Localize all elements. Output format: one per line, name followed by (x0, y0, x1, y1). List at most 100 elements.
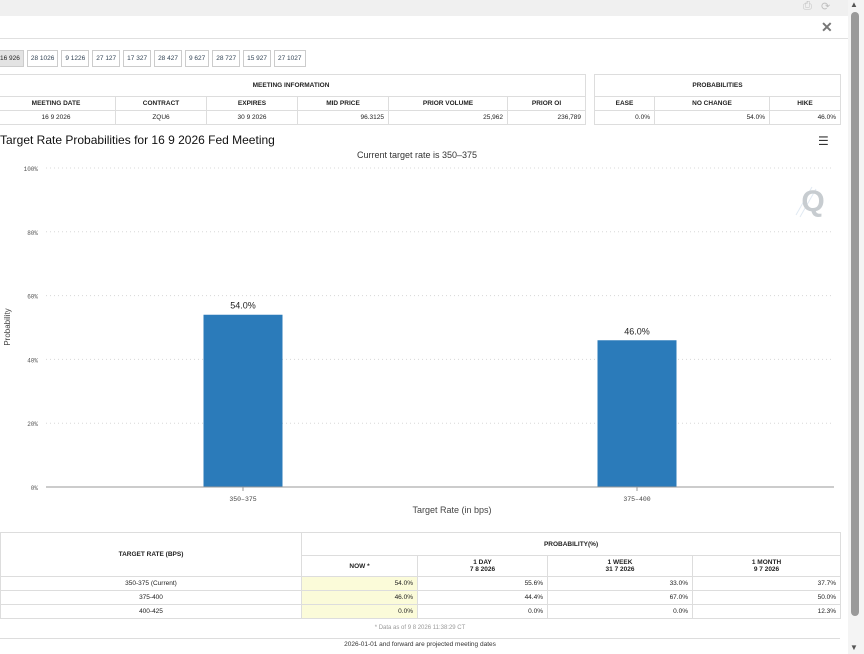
col-prior-oi: PRIOR OI (506, 96, 587, 111)
bar-chart: Current target rate is 350–375 0% 20% 40% 6… (3, 150, 834, 515)
col-1-month: 1 MONTH 9 7 2026 (691, 555, 842, 577)
tab-meeting[interactable]: 9 627 (184, 50, 210, 67)
top-toolbar (0, 0, 848, 16)
tab-meeting[interactable]: 28 427 (154, 50, 182, 67)
pdf-icon[interactable]: ⎙ (803, 0, 812, 12)
col-ease: EASE (594, 96, 655, 111)
meeting-info-table: MEETING INFORMATION MEETING DATE CONTRAC… (0, 74, 587, 125)
col-mid-price: MID PRICE (297, 96, 389, 111)
projected-dates-note: 2026-01-01 and forward are projected mee… (344, 641, 496, 648)
footer-divider (0, 638, 840, 639)
close-icon[interactable]: ✕ (821, 19, 833, 35)
scroll-down-arrow-icon[interactable]: ▼ (850, 643, 858, 652)
col-target-rate: TARGET RATE (BPS) (0, 532, 302, 577)
col-1-week-date: 31 7 2026 (605, 566, 635, 573)
tab-meeting[interactable]: 9 1226 (61, 50, 90, 67)
bar (597, 340, 677, 487)
data-label: 46.0% (624, 326, 650, 336)
col-expires: EXPIRES (206, 96, 298, 111)
y-tick-label: 20% (27, 421, 38, 428)
tab-meeting[interactable]: 17 327 (123, 50, 152, 67)
bar (203, 314, 283, 487)
contract-value: ZQU6 (115, 110, 207, 125)
col-1-day: 1 DAY 7 8 2026 (417, 555, 548, 577)
chart-panel (0, 127, 840, 527)
day-cell: 0.0% (417, 604, 548, 619)
col-contract: CONTRACT (115, 96, 207, 111)
y-axis-label: Probability (3, 308, 12, 345)
watermark-q-icon: Q (801, 185, 824, 218)
probability-history-table: TARGET RATE (BPS) PROBABILITY(%) NOW * 1… (0, 532, 842, 619)
tab-meeting[interactable]: 27 127 (92, 50, 121, 67)
rate-cell: 375-400 (0, 590, 302, 605)
col-now: NOW * (301, 555, 418, 577)
day-cell: 55.6% (417, 576, 548, 591)
probabilities-header: PROBABILITIES (594, 74, 841, 97)
header-divider (0, 38, 848, 39)
col-meeting-date: MEETING DATE (0, 96, 116, 111)
bars: 54.0% 46.0% (203, 301, 677, 487)
x-axis-label: Target Rate (in bps) (412, 505, 491, 515)
col-1-week-label: 1 WEEK (607, 559, 633, 566)
meeting-info-header: MEETING INFORMATION (0, 74, 587, 97)
y-tick-label: 80% (27, 230, 38, 237)
week-cell: 33.0% (547, 576, 693, 591)
data-timestamp-note: * Data as of 9 8 2026 11:38:29 CT (374, 625, 466, 631)
now-cell: 0.0% (301, 604, 418, 619)
rate-cell: 350-375 (Current) (0, 576, 302, 591)
x-tick-label: 350–375 (229, 496, 256, 503)
rate-cell: 400-425 (0, 604, 302, 619)
prior-volume-value: 25,962 (388, 110, 508, 125)
tab-meeting[interactable]: 28 1026 (26, 50, 59, 67)
chart-title: Target Rate Probabilities for 16 9 2026 … (0, 133, 275, 147)
tab-meeting[interactable]: 27 1027 (274, 50, 306, 67)
week-cell: 67.0% (547, 590, 693, 605)
no-change-value: 54.0% (654, 110, 770, 125)
x-tick-label: 375–400 (623, 496, 650, 503)
chart-subtitle: Current target rate is 350–375 (357, 150, 477, 160)
y-tick-label: 0% (31, 485, 39, 492)
month-cell: 50.0% (691, 590, 842, 605)
col-1-day-label: 1 DAY (473, 559, 492, 566)
y-tick-label: 40% (27, 357, 38, 364)
month-cell: 12.3% (691, 604, 842, 619)
col-prior-volume: PRIOR VOLUME (388, 96, 508, 111)
meeting-tabs: 16 926 28 1026 9 1226 27 127 17 327 28 4… (0, 50, 309, 67)
tab-meeting[interactable]: 16 926 (0, 50, 24, 67)
grid-lines (46, 167, 834, 424)
y-tick-label: 100% (24, 166, 39, 173)
refresh-icon[interactable]: ⟳ (821, 1, 831, 13)
col-no-change: NO CHANGE (654, 96, 770, 111)
col-1-week: 1 WEEK 31 7 2026 (547, 555, 693, 577)
expires-value: 30 9 2026 (206, 110, 298, 125)
scroll-up-arrow-icon[interactable]: ▲ (850, 0, 858, 9)
table-row: 400-425 0.0% 0.0% 0.0% 12.3% (0, 604, 842, 619)
month-cell: 37.7% (691, 576, 842, 591)
menu-icon[interactable]: ☰ (818, 134, 829, 148)
mid-price-value: 96.3125 (297, 110, 389, 125)
day-cell: 44.4% (417, 590, 548, 605)
data-label: 54.0% (230, 301, 256, 311)
col-1-day-date: 7 8 2026 (469, 566, 496, 573)
tab-meeting[interactable]: 15 927 (243, 50, 272, 67)
probability-group-header: PROBABILITY(%) (300, 532, 842, 556)
meeting-date-value: 16 9 2026 (0, 110, 116, 125)
ease-value: 0.0% (594, 110, 655, 125)
col-hike: HIKE (769, 96, 841, 111)
tab-meeting[interactable]: 28 727 (212, 50, 241, 67)
probabilities-table: PROBABILITIES EASE NO CHANGE HIKE 0.0% 5… (594, 74, 841, 125)
y-tick-label: 60% (27, 294, 38, 301)
watermark-logo: Q (795, 185, 825, 218)
scrollbar-thumb[interactable] (851, 12, 859, 616)
col-1-month-date: 9 7 2026 (753, 566, 780, 573)
prior-oi-value: 236,789 (506, 110, 587, 125)
hike-value: 46.0% (769, 110, 841, 125)
col-1-month-label: 1 MONTH (751, 559, 782, 566)
now-cell: 46.0% (301, 590, 418, 605)
table-row: 350-375 (Current) 54.0% 55.6% 33.0% 37.7… (0, 576, 842, 591)
x-axis-ticks: 350–375 375–400 (229, 487, 651, 503)
week-cell: 0.0% (547, 604, 693, 619)
y-axis-ticks: 0% 20% 40% 60% 80% 100% (24, 166, 39, 492)
table-row: 375-400 46.0% 44.4% 67.0% 50.0% (0, 590, 842, 605)
